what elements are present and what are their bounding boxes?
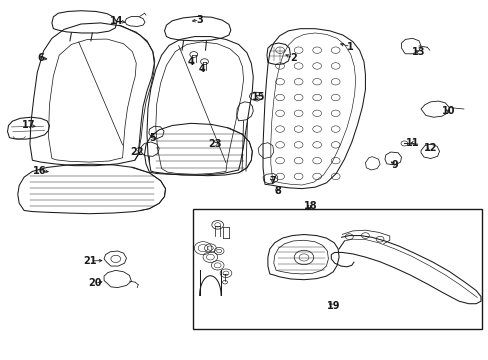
Text: 7: 7 bbox=[269, 176, 276, 186]
Text: 8: 8 bbox=[274, 186, 281, 197]
Text: 4: 4 bbox=[187, 57, 194, 67]
Text: 11: 11 bbox=[405, 138, 419, 148]
Text: 13: 13 bbox=[411, 47, 425, 57]
Text: 15: 15 bbox=[252, 92, 265, 102]
Text: 2: 2 bbox=[289, 53, 296, 63]
Text: 5: 5 bbox=[149, 133, 156, 143]
Text: 1: 1 bbox=[346, 42, 353, 51]
Text: 22: 22 bbox=[130, 147, 143, 157]
Bar bbox=[193, 210, 482, 329]
Text: 12: 12 bbox=[423, 143, 437, 153]
Text: 19: 19 bbox=[326, 301, 339, 311]
Text: 9: 9 bbox=[390, 160, 397, 170]
Text: 21: 21 bbox=[83, 256, 97, 266]
Text: 20: 20 bbox=[88, 278, 102, 288]
Text: 6: 6 bbox=[37, 53, 44, 63]
Text: 17: 17 bbox=[22, 121, 36, 130]
Text: 16: 16 bbox=[33, 166, 46, 176]
Text: 18: 18 bbox=[304, 201, 317, 211]
Text: 4: 4 bbox=[198, 64, 204, 74]
Text: 14: 14 bbox=[110, 16, 123, 26]
Text: 23: 23 bbox=[208, 139, 222, 149]
Text: 3: 3 bbox=[196, 15, 203, 25]
Text: 10: 10 bbox=[441, 106, 454, 116]
